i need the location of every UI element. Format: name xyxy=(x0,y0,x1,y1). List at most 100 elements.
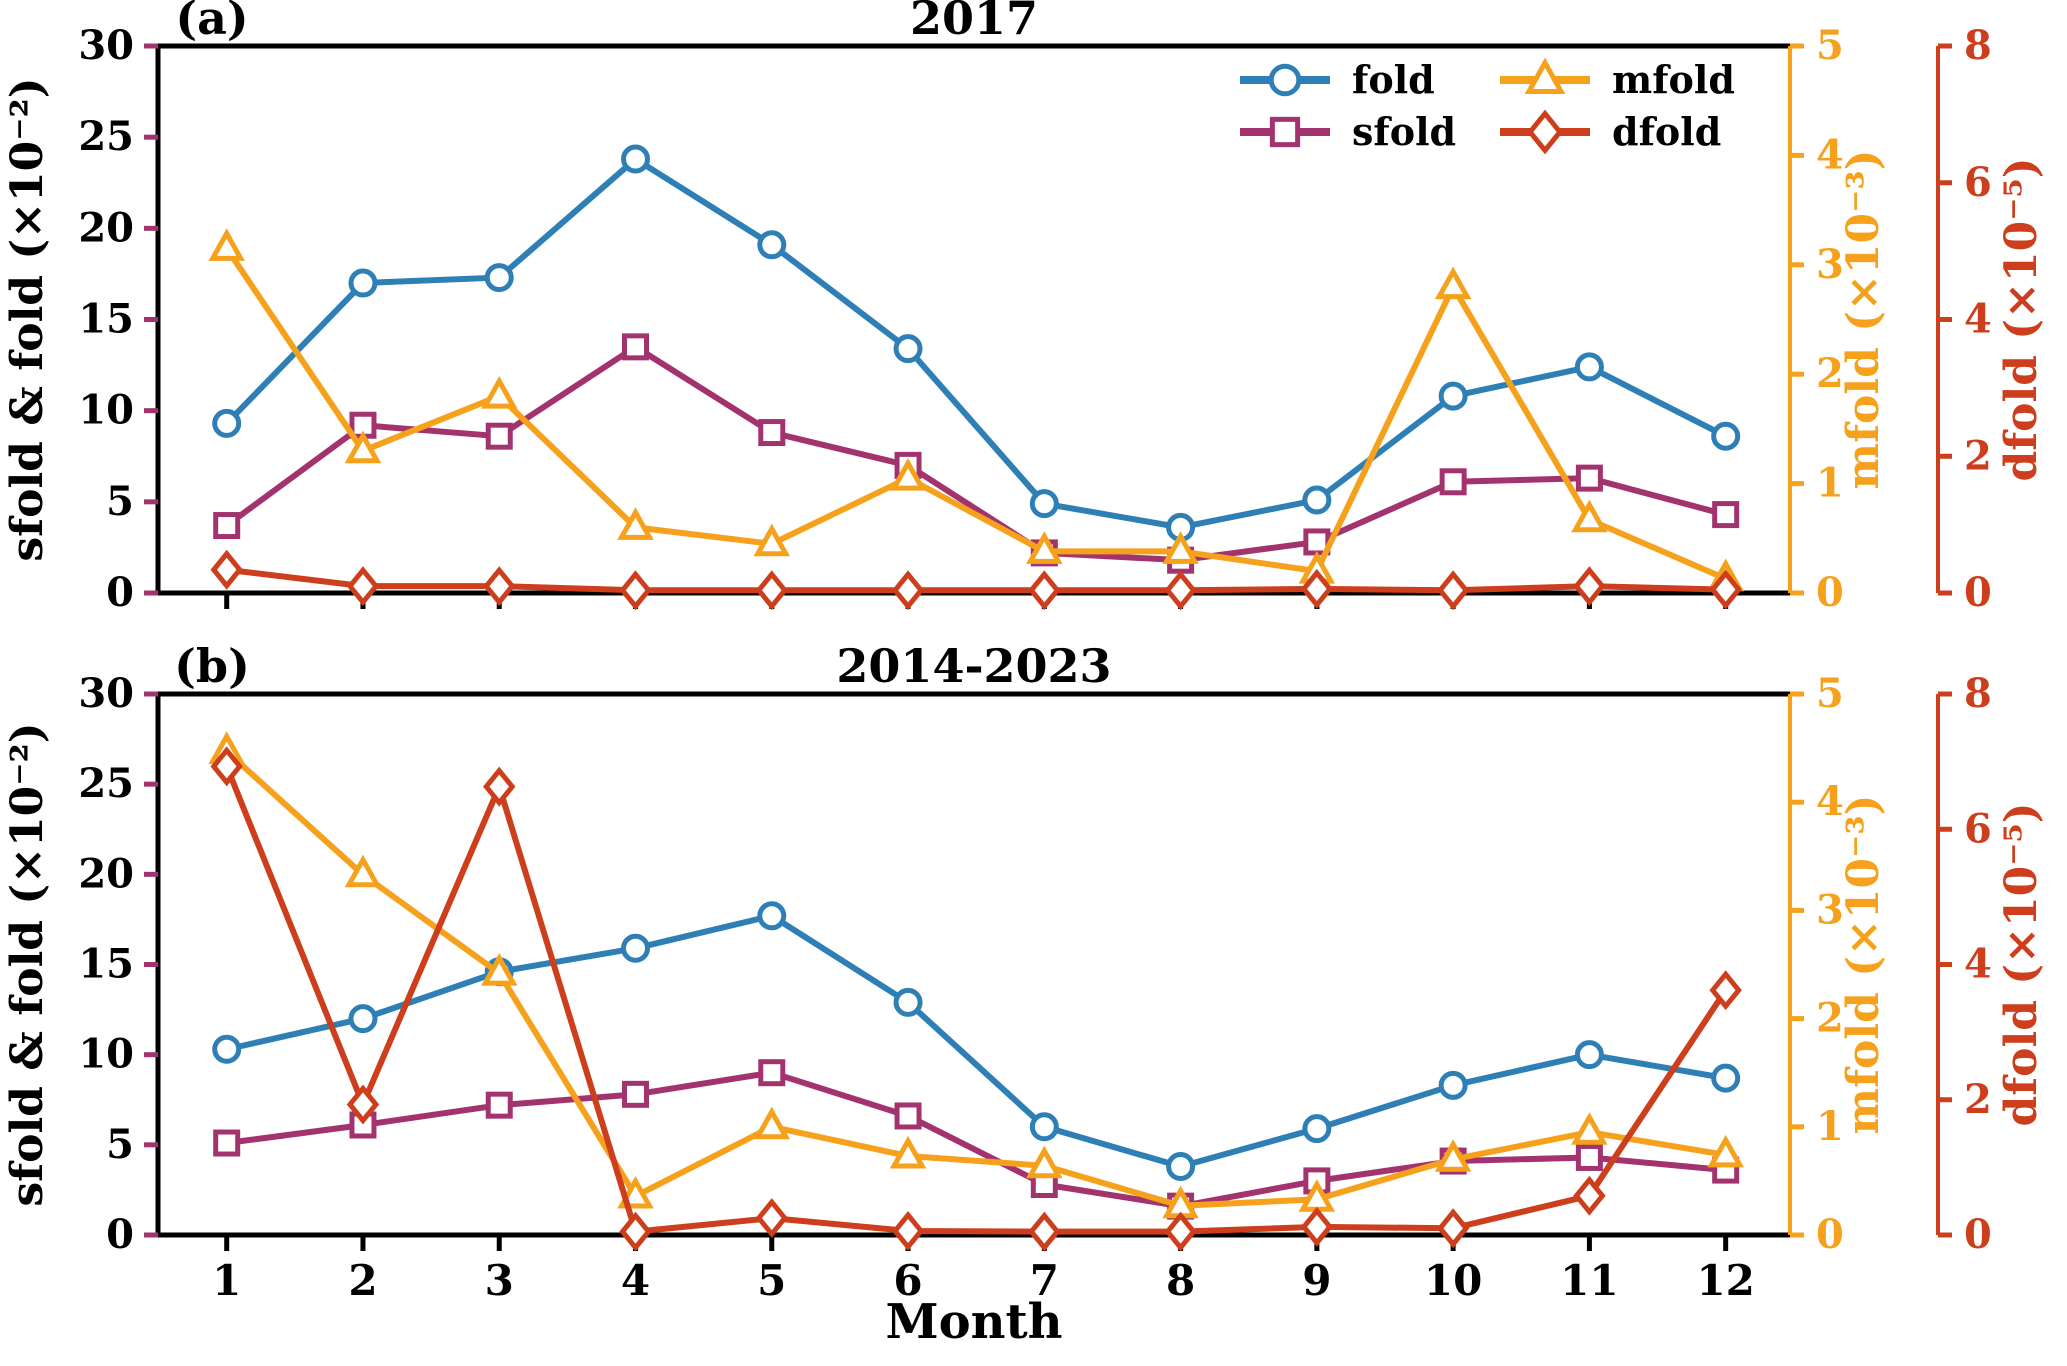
mfold-tick-label: 5 xyxy=(1816,22,1844,69)
fold-marker-panel-b xyxy=(1029,1112,1059,1142)
fold-marker-panel-b xyxy=(1438,1070,1468,1100)
mfold-tick-label: 3 xyxy=(1816,241,1844,288)
mfold-tick-label: 2 xyxy=(1816,995,1844,1042)
mfold-line-panel-b xyxy=(224,749,1727,1209)
dfold-marker-panel-a xyxy=(1709,569,1742,610)
left-tick-label: 10 xyxy=(78,387,134,434)
mfold-tick-label: 1 xyxy=(1816,460,1844,507)
mfold-marker-panel-a xyxy=(1162,531,1199,564)
month-tick-label: 4 xyxy=(621,1256,650,1305)
mfold-tick-label: 0 xyxy=(1816,569,1844,616)
sfold-marker-panel-a xyxy=(213,512,241,540)
sfold-marker-panel-a xyxy=(485,422,513,450)
dfold-marker-panel-b xyxy=(619,1211,652,1252)
dfold-marker-panel-a xyxy=(755,570,789,611)
dfold-marker-panel-b xyxy=(210,746,243,787)
mfold-tick-label: 2 xyxy=(1816,350,1844,397)
mfold-tick-label: 0 xyxy=(1816,1211,1844,1258)
dfold-tick-label: 8 xyxy=(1964,22,1992,69)
mfold-tick-label: 5 xyxy=(1816,670,1844,717)
mfold-marker-panel-a xyxy=(889,458,927,491)
panel-b-label: (b) xyxy=(174,639,250,693)
mfold-marker-panel-b xyxy=(480,953,518,986)
dfold-tick-label: 6 xyxy=(1964,159,1992,206)
panel-a-title: 2017 xyxy=(910,0,1038,45)
month-tick-label: 8 xyxy=(1166,1256,1195,1305)
dfold-marker-panel-b xyxy=(1028,1211,1061,1252)
dfold-axis-label: dfold (×10⁻⁵) xyxy=(1996,157,2047,481)
dfold-line-panel-b xyxy=(223,765,1729,1235)
left-tick-label: 20 xyxy=(78,204,134,251)
dfold-tick-label: 0 xyxy=(1964,569,1992,616)
dfold-marker-panel-b xyxy=(1709,970,1742,1011)
mfold-marker-panel-a xyxy=(753,523,791,557)
left-tick-label: 25 xyxy=(78,760,134,807)
dfold-marker-panel-b xyxy=(1436,1208,1470,1249)
mfold-tick-label: 3 xyxy=(1816,886,1844,933)
dfold-marker-panel-b xyxy=(1300,1206,1334,1247)
fold-marker-panel-a xyxy=(1029,489,1059,519)
sfold-marker-panel-b xyxy=(894,1102,922,1130)
dfold-tick-label: 4 xyxy=(1964,296,1992,343)
legend-marker-dfold xyxy=(1526,109,1564,155)
fold-line-panel-a xyxy=(224,156,1728,531)
left-tick-label: 10 xyxy=(78,1031,134,1078)
dfold-tick-label: 2 xyxy=(1964,432,1992,479)
fold-marker-panel-a xyxy=(1302,485,1332,515)
x-axis-label: Month xyxy=(885,1294,1062,1350)
dfold-axis-label: dfold (×10⁻⁵) xyxy=(1996,802,2047,1126)
dfold-tick-label: 2 xyxy=(1964,1076,1992,1123)
legend-marker-sfold xyxy=(1269,116,1301,148)
fold-marker-panel-b xyxy=(212,1034,242,1064)
dfold-marker-panel-a xyxy=(346,566,380,607)
fold-marker-panel-a xyxy=(212,408,242,438)
mfold-marker-panel-a xyxy=(344,430,382,464)
left-tick-label: 25 xyxy=(78,113,134,160)
fold-marker-panel-b xyxy=(893,987,923,1017)
fold-marker-panel-b xyxy=(1711,1063,1741,1093)
fold-marker-panel-b xyxy=(1166,1151,1196,1181)
mfold-tick-label: 4 xyxy=(1816,131,1844,178)
mfold-marker-panel-b xyxy=(1026,1145,1063,1179)
fold-marker-panel-a xyxy=(621,144,651,174)
left-axis-label: sfold & fold (×10⁻²) xyxy=(2,77,53,561)
fold-marker-panel-b xyxy=(348,1004,378,1034)
legend-label-sfold: sfold xyxy=(1352,109,1456,154)
month-tick-label: 12 xyxy=(1696,1256,1754,1305)
month-tick-label: 11 xyxy=(1560,1256,1618,1305)
sfold-line-panel-b xyxy=(226,1069,1726,1210)
mfold-marker-panel-a xyxy=(1434,266,1472,300)
dfold-tick-label: 6 xyxy=(1964,805,1992,852)
fold-marker-panel-a xyxy=(1711,421,1741,451)
month-tick-label: 2 xyxy=(348,1256,377,1305)
dfold-marker-panel-a xyxy=(210,549,243,590)
panel-a-label: (a) xyxy=(175,0,248,45)
month-tick-label: 6 xyxy=(893,1256,922,1305)
mfold-axis-label: mfold (×10⁻³) xyxy=(1838,150,1889,490)
legend-marker-fold xyxy=(1268,63,1302,97)
mfold-marker-panel-a xyxy=(480,375,518,409)
month-tick-label: 10 xyxy=(1424,1256,1482,1305)
mfold-marker-panel-a xyxy=(617,507,654,540)
dfold-marker-panel-b xyxy=(483,766,516,807)
left-tick-label: 0 xyxy=(106,569,134,616)
fold-marker-panel-a xyxy=(484,263,514,293)
fold-marker-panel-b xyxy=(757,901,787,931)
month-tick-label: 5 xyxy=(757,1256,786,1305)
dfold-tick-label: 8 xyxy=(1964,670,1992,717)
fold-marker-panel-a xyxy=(757,230,787,260)
left-tick-label: 5 xyxy=(106,478,134,525)
mfold-tick-label: 4 xyxy=(1816,778,1844,825)
mfold-marker-panel-b xyxy=(1707,1134,1744,1168)
fold-marker-panel-a xyxy=(348,268,378,298)
mfold-marker-panel-a xyxy=(208,228,245,261)
left-tick-label: 15 xyxy=(78,296,134,343)
sfold-marker-panel-b xyxy=(758,1059,786,1087)
dfold-marker-panel-a xyxy=(1573,566,1606,607)
dfold-marker-panel-b xyxy=(346,1084,380,1125)
dfold-line-panel-a xyxy=(226,566,1726,594)
dfold-marker-panel-a xyxy=(1300,568,1334,609)
mfold-marker-panel-b xyxy=(753,1106,791,1140)
sfold-line-panel-a xyxy=(224,343,1727,564)
